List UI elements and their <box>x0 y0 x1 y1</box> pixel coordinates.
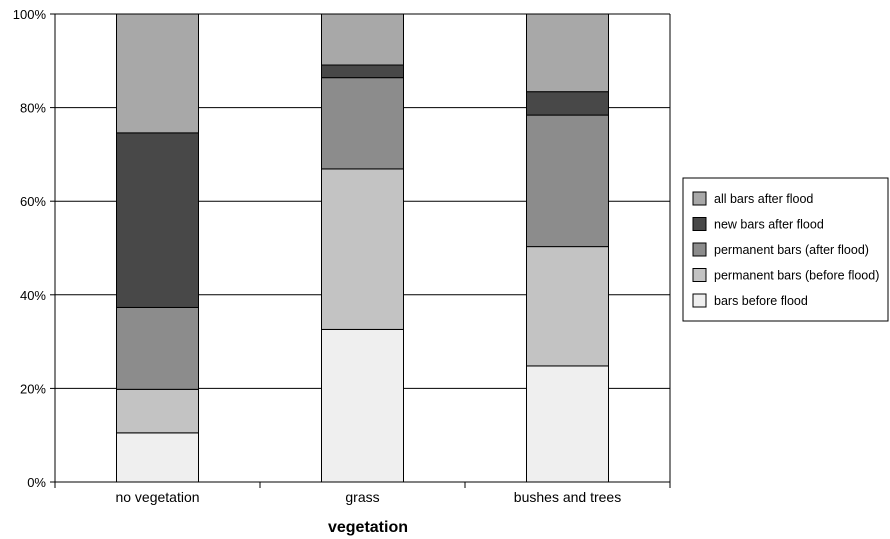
y-tick-label: 60% <box>20 194 46 209</box>
y-tick-label: 40% <box>20 288 46 303</box>
bar-segment <box>321 77 404 170</box>
bar-segment <box>321 168 404 330</box>
bar-segment <box>116 388 199 434</box>
x-category-label: grass <box>345 489 379 505</box>
bar-segment <box>321 13 404 66</box>
bar-segment <box>116 13 199 134</box>
bars-group <box>116 13 609 483</box>
legend-box <box>682 177 889 322</box>
x-category-label: no vegetation <box>115 489 199 505</box>
bar-segment <box>321 64 404 79</box>
legend-swatch <box>692 217 707 231</box>
x-category-labels: no vegetation grass bushes and trees <box>115 489 621 505</box>
y-tick-label: 80% <box>20 101 46 116</box>
bar-segment <box>526 365 609 483</box>
x-axis-title: vegetation <box>328 519 408 536</box>
bar-segment <box>116 132 199 308</box>
y-tick-label: 20% <box>20 381 46 396</box>
legend-label: permanent bars (before flood) <box>714 269 879 283</box>
y-tick-labels: 0% 20% 40% 60% 80% 100% <box>13 7 47 490</box>
y-tick-label: 0% <box>27 475 46 490</box>
bar-segment <box>116 432 199 483</box>
bar-segment <box>116 306 199 390</box>
legend-swatch <box>692 242 707 257</box>
legend-label: all bars after flood <box>714 192 813 206</box>
bar-segment <box>526 13 609 93</box>
legend-label: bars before flood <box>714 294 808 308</box>
axes <box>50 13 671 488</box>
bar-segment <box>321 328 404 483</box>
x-category-label: bushes and trees <box>514 489 621 505</box>
legend-label: new bars after flood <box>714 218 824 232</box>
legend: all bars after flood new bars after flood… <box>682 177 889 322</box>
legend-swatch <box>692 191 707 206</box>
bar-segment <box>526 91 609 116</box>
y-tick-label: 100% <box>13 7 47 22</box>
legend-label: permanent bars (after flood) <box>714 243 869 257</box>
legend-swatch <box>692 268 707 282</box>
legend-swatch <box>692 293 707 308</box>
bar-segment <box>526 114 609 248</box>
bar-segment <box>526 246 609 367</box>
